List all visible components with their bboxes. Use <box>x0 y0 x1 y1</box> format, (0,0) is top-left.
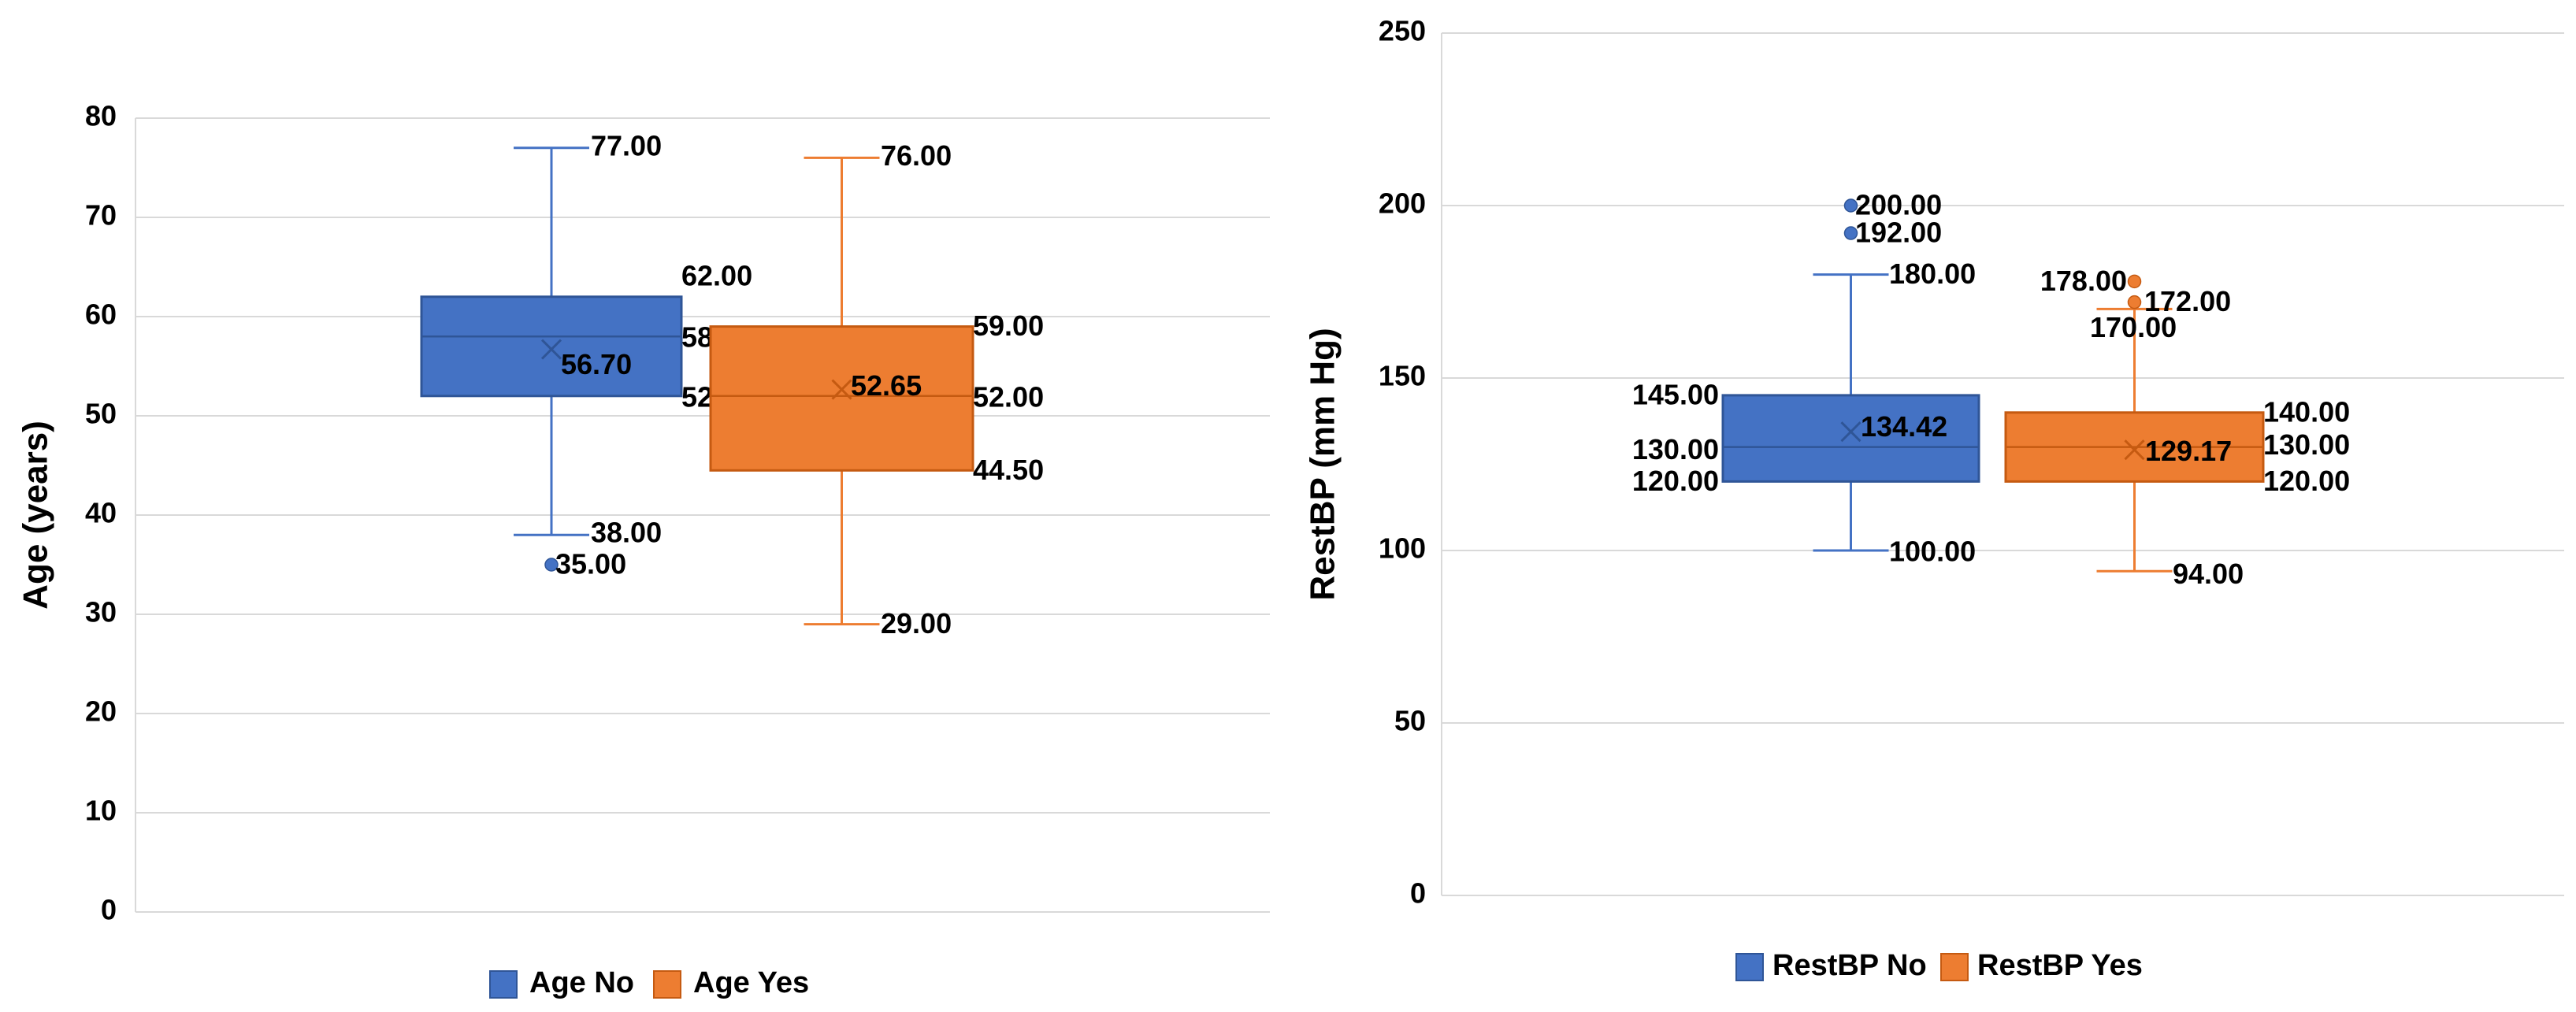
outlier-point <box>2127 295 2142 310</box>
mean-marker <box>540 339 562 360</box>
y-tick-label: 50 <box>1394 705 1426 737</box>
mean-marker <box>1840 421 1861 443</box>
mean-label: 56.70 <box>561 348 632 380</box>
max-label: 170.00 <box>2090 311 2177 343</box>
iqr-box <box>1721 394 1980 483</box>
median-label: 130.00 <box>2263 428 2350 461</box>
y-tick-label: 80 <box>85 100 117 132</box>
y-tick-label: 150 <box>1379 360 1426 392</box>
outlier-point <box>1843 226 1858 240</box>
y-tick-label: 100 <box>1379 532 1426 565</box>
box-age-yes: 76.00 59.00 52.00 44.50 29.00 52.65 <box>709 139 1044 639</box>
outlier-label: 35.00 <box>555 548 626 580</box>
y-tick-label: 200 <box>1379 187 1426 220</box>
mean-label: 52.65 <box>851 369 922 402</box>
legend-label: RestBP Yes <box>1977 949 2143 982</box>
legend-swatch <box>1735 953 1764 981</box>
y-tick-label: 250 <box>1379 15 1426 47</box>
outlier-label: 192.00 <box>1855 217 1942 249</box>
legend-swatch <box>489 970 518 999</box>
q3-label: 145.00 <box>1632 378 1719 410</box>
q3-label: 59.00 <box>973 310 1044 342</box>
mean-marker <box>2124 439 2145 461</box>
legend-label: Age Yes <box>693 966 809 999</box>
mean-label: 129.17 <box>2145 435 2232 467</box>
legend-swatch <box>653 970 681 999</box>
outlier-point <box>1843 198 1858 213</box>
y-axis-label: RestBP (mm Hg) <box>1304 328 1342 600</box>
mean-marker <box>831 379 852 400</box>
legend-label: Age No <box>529 966 634 999</box>
median-label: 52.00 <box>973 380 1044 413</box>
y-tick-label: 30 <box>85 596 117 628</box>
mean-label: 134.42 <box>1861 410 1947 443</box>
iqr-box <box>709 325 974 472</box>
y-tick-label: 50 <box>85 398 117 430</box>
min-label: 38.00 <box>591 517 662 549</box>
iqr-box <box>420 295 683 398</box>
y-tick-label: 20 <box>85 695 117 728</box>
y-tick-label: 70 <box>85 199 117 232</box>
min-label: 29.00 <box>881 607 952 639</box>
max-label: 77.00 <box>591 129 662 161</box>
outlier-label: 200.00 <box>1855 189 1942 221</box>
outlier-label: 172.00 <box>2144 285 2231 317</box>
y-tick-label: 60 <box>85 298 117 331</box>
legend-swatch <box>1940 953 1969 981</box>
max-label: 180.00 <box>1889 258 1976 290</box>
y-axis-label: Age (years) <box>17 421 55 610</box>
y-tick-label: 10 <box>85 795 117 827</box>
q1-label: 120.00 <box>1632 465 1719 497</box>
y-tick-label: 40 <box>85 497 117 529</box>
q1-label: 44.50 <box>973 454 1044 486</box>
chart-2: 0 50 100 150 200 250 RestBP (mm Hg) 180.00 145.0… <box>1304 15 2564 982</box>
q3-label: 62.00 <box>681 259 752 291</box>
outlier-point <box>544 558 559 572</box>
q1-label: 120.00 <box>2263 465 2350 497</box>
legend-label: RestBP No <box>1772 949 1927 982</box>
y-tick-label: 0 <box>1410 877 1426 910</box>
outlier-label: 178.00 <box>2040 265 2127 297</box>
min-label: 100.00 <box>1889 536 1976 568</box>
outlier-point <box>2127 274 2142 289</box>
q3-label: 140.00 <box>2263 395 2350 428</box>
y-tick-label: 0 <box>101 894 117 926</box>
median-label: 130.00 <box>1632 433 1719 465</box>
max-label: 76.00 <box>881 139 952 172</box>
min-label: 94.00 <box>2173 558 2244 590</box>
